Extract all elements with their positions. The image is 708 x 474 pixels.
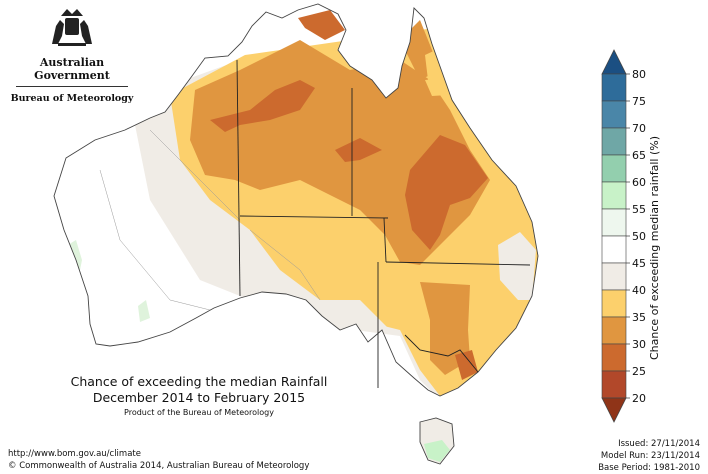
legend-title: Chance of exceeding median rainfall (%): [648, 135, 661, 360]
legend-swatch: [601, 262, 627, 291]
legend-tick-label: 40: [632, 284, 646, 297]
legend-swatch: [601, 208, 627, 237]
legend-tick-label: 45: [632, 257, 646, 270]
legend-swatch: [601, 181, 627, 210]
base-period: Base Period: 1981-2010: [598, 463, 700, 473]
logo-title: Australian Government: [34, 56, 110, 82]
legend-swatch: [601, 289, 627, 318]
footer-url[interactable]: http://www.bom.gov.au/climate: [8, 449, 141, 459]
footer-copyright: © Commonwealth of Australia 2014, Austra…: [8, 461, 310, 471]
logo-subtitle: Bureau of Meteorology: [10, 93, 134, 104]
logo-divider: [16, 86, 128, 87]
coat-of-arms-icon: [52, 9, 92, 46]
model-run-date: Model Run: 23/11/2014: [600, 451, 700, 461]
footer-left: http://www.bom.gov.au/climate © Commonwe…: [8, 448, 309, 472]
footer-right: Issued: 27/11/2014 Model Run: 23/11/2014…: [598, 438, 700, 474]
bom-logo: Australian Government Bureau of Meteorol…: [8, 6, 136, 104]
legend-swatch: [601, 316, 627, 345]
legend-tick-label: 75: [632, 95, 646, 108]
legend-tick-label: 50: [632, 230, 646, 243]
legend-tick-label: 60: [632, 176, 646, 189]
legend-tick-label: 70: [632, 122, 646, 135]
legend-tick-label: 20: [632, 392, 646, 405]
legend-swatch: [601, 73, 627, 102]
legend-colorbar: [601, 49, 627, 423]
legend-tick-label: 80: [632, 68, 646, 81]
issued-date: Issued: 27/11/2014: [618, 439, 700, 449]
legend-tick-label: 30: [632, 338, 646, 351]
legend-swatch: [601, 127, 627, 156]
legend-swatch: [601, 235, 627, 264]
legend-swatch: [601, 343, 627, 372]
legend-swatch: [601, 370, 627, 399]
legend-tick-label: 35: [632, 311, 646, 324]
legend-tick-label: 55: [632, 203, 646, 216]
legend-swatch: [601, 154, 627, 183]
map-caption: Chance of exceeding the median Rainfall …: [40, 374, 358, 417]
legend-swatch: [601, 100, 627, 129]
legend-arrow-bottom: [601, 397, 627, 423]
legend-tick-label: 25: [632, 365, 646, 378]
caption-period: December 2014 to February 2015: [92, 390, 306, 405]
legend-tick-label: 65: [632, 149, 646, 162]
caption-title: Chance of exceeding the median Rainfall: [70, 374, 328, 389]
legend-arrow-top: [601, 49, 627, 75]
caption-credit: Product of the Bureau of Meteorology: [124, 408, 274, 417]
